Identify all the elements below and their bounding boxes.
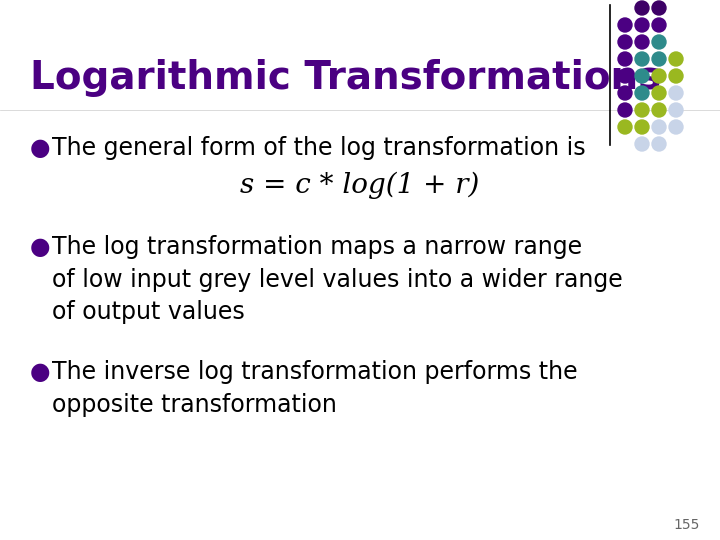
Circle shape xyxy=(618,120,632,134)
Circle shape xyxy=(652,103,666,117)
Text: s = c * log(1 + r): s = c * log(1 + r) xyxy=(240,171,480,199)
Circle shape xyxy=(635,69,649,83)
Text: The general form of the log transformation is: The general form of the log transformati… xyxy=(52,136,585,160)
Circle shape xyxy=(669,103,683,117)
Circle shape xyxy=(635,52,649,66)
Circle shape xyxy=(618,86,632,100)
Text: Logarithmic Transformations: Logarithmic Transformations xyxy=(30,59,661,97)
Circle shape xyxy=(635,35,649,49)
Circle shape xyxy=(652,1,666,15)
Text: ●: ● xyxy=(30,235,50,259)
Circle shape xyxy=(618,18,632,32)
Text: The log transformation maps a narrow range
of low input grey level values into a: The log transformation maps a narrow ran… xyxy=(52,235,623,324)
Circle shape xyxy=(652,137,666,151)
Circle shape xyxy=(635,137,649,151)
Circle shape xyxy=(635,120,649,134)
Circle shape xyxy=(635,86,649,100)
Text: ●: ● xyxy=(30,136,50,160)
Circle shape xyxy=(652,35,666,49)
Text: 155: 155 xyxy=(674,518,700,532)
Text: The inverse log transformation performs the
opposite transformation: The inverse log transformation performs … xyxy=(52,360,577,416)
Circle shape xyxy=(618,69,632,83)
Circle shape xyxy=(669,86,683,100)
Circle shape xyxy=(652,52,666,66)
Text: ●: ● xyxy=(30,360,50,384)
Circle shape xyxy=(618,35,632,49)
Circle shape xyxy=(669,52,683,66)
Circle shape xyxy=(669,120,683,134)
Circle shape xyxy=(635,1,649,15)
Circle shape xyxy=(652,69,666,83)
Circle shape xyxy=(618,52,632,66)
Circle shape xyxy=(652,86,666,100)
Circle shape xyxy=(669,69,683,83)
Circle shape xyxy=(652,18,666,32)
Circle shape xyxy=(618,103,632,117)
Circle shape xyxy=(635,103,649,117)
Circle shape xyxy=(635,18,649,32)
Circle shape xyxy=(652,120,666,134)
